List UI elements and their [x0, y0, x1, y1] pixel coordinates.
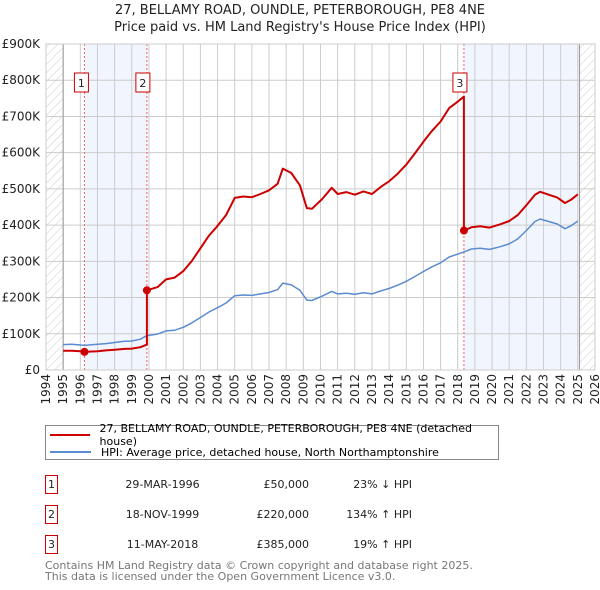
x-tick-label: 2010	[314, 374, 328, 405]
x-tick-label: 2007	[262, 374, 276, 405]
x-tick-label: 2015	[399, 374, 413, 405]
sale-point	[80, 347, 89, 356]
sale-date: 18-NOV-1999	[125, 508, 200, 521]
sale-label-box	[73, 72, 89, 93]
y-tick-label: £100K	[2, 327, 42, 341]
y-tick-label: £200K	[2, 291, 42, 305]
sale-hpi-diff: 19% ↑ HPI	[353, 538, 412, 551]
sale-date: 11-MAY-2018	[126, 538, 199, 551]
legend-label: HPI: Average price, detached house, Nort…	[101, 445, 439, 459]
plot-border	[45, 43, 596, 371]
legend-swatch-red	[50, 434, 90, 436]
x-tick-label: 2009	[296, 374, 310, 405]
y-tick-label: £300K	[2, 254, 42, 268]
y-tick-label: £500K	[2, 182, 42, 196]
x-tick-label: 2024	[554, 374, 568, 405]
sale-badge: 3	[45, 535, 58, 554]
x-tick-label: 2019	[468, 374, 482, 405]
x-tick-label: 2003	[193, 374, 207, 405]
x-tick-label: 2023	[537, 374, 551, 405]
x-tick-label: 2011	[331, 374, 345, 405]
hatched-region-before	[46, 44, 64, 370]
x-tick-label: 2021	[502, 374, 516, 405]
y-tick-label: £700K	[2, 109, 42, 123]
y-tick-label: £900K	[2, 37, 42, 51]
y-tick-label: £400K	[2, 218, 42, 232]
y-tick-label: £800K	[2, 73, 42, 87]
x-tick-label: 2005	[228, 374, 242, 405]
chart-subtitle: Price paid vs. HM Land Registry's House …	[114, 20, 486, 35]
x-tick-label: 1996	[73, 374, 87, 405]
sale-label: 3	[456, 77, 463, 90]
y-tick-label: £0	[25, 363, 40, 377]
legend-swatch-blue	[50, 451, 91, 453]
sale-price: £220,000	[256, 508, 310, 521]
hatched-region-after	[579, 44, 595, 370]
shaded-period	[84, 44, 147, 370]
sale-hpi-diff: 23% ↓ HPI	[353, 478, 412, 491]
sale-label: 1	[78, 77, 85, 90]
sale-hpi-diff: 134% ↑ HPI	[346, 508, 412, 521]
x-tick-label: 2017	[434, 374, 448, 405]
x-tick-label: 2022	[519, 374, 533, 405]
x-tick-label: 2006	[245, 374, 259, 405]
chart-title: 27, BELLAMY ROAD, OUNDLE, PETERBOROUGH, …	[114, 3, 486, 18]
x-tick-label: 1999	[125, 374, 139, 405]
sale-price: £385,000	[256, 538, 310, 551]
sale-badge: 1	[45, 475, 58, 494]
hpi-line	[63, 218, 579, 347]
legend-label: 27, BELLAMY ROAD, OUNDLE, PETERBOROUGH, …	[99, 422, 472, 448]
x-tick-label: 2020	[485, 374, 499, 405]
x-tick-label: 1998	[108, 374, 122, 405]
legend: 27, BELLAMY ROAD, OUNDLE, PETERBOROUGH, …	[45, 422, 499, 460]
property-price-line	[63, 95, 579, 353]
footer-licence: This data is licensed under the Open Gov…	[45, 570, 396, 583]
x-tick-label: 1995	[56, 374, 70, 405]
sale-price: £50,000	[263, 478, 310, 491]
shaded-period	[463, 44, 580, 370]
x-tick-label: 2001	[159, 374, 173, 405]
sale-row: 3 11-MAY-2018 £385,000 19% ↑ HPI	[45, 535, 412, 555]
sale-badge: 2	[45, 505, 58, 524]
sale-label-box	[135, 72, 151, 93]
x-tick-label: 2018	[451, 374, 465, 405]
sale-row: 1 29-MAR-1996 £50,000 23% ↓ HPI	[45, 475, 412, 495]
x-tick-label: 2013	[365, 374, 379, 405]
sale-label-box	[452, 72, 468, 93]
x-tick-label: 2000	[142, 374, 156, 405]
x-tick-label: 2016	[416, 374, 430, 405]
sale-point	[142, 286, 151, 295]
y-tick-label: £600K	[2, 146, 42, 160]
sale-point	[459, 226, 468, 235]
x-tick-label: 2008	[279, 374, 293, 405]
sale-label: 2	[139, 77, 146, 90]
x-tick-label: 2004	[211, 374, 225, 405]
legend-item-property: 27, BELLAMY ROAD, OUNDLE, PETERBOROUGH, …	[50, 422, 498, 448]
x-tick-label: 2025	[571, 374, 585, 405]
footer-copyright: Contains HM Land Registry data © Crown c…	[45, 559, 473, 572]
sale-row: 2 18-NOV-1999 £220,000 134% ↑ HPI	[45, 505, 412, 525]
sale-date: 29-MAR-1996	[125, 478, 200, 491]
x-tick-label: 2002	[176, 374, 190, 405]
x-tick-label: 1994	[39, 374, 53, 405]
footer: Contains HM Land Registry data © Crown c…	[45, 560, 473, 582]
x-tick-label: 2012	[348, 374, 362, 405]
x-tick-label: 2026	[588, 374, 600, 405]
x-tick-label: 1997	[90, 374, 104, 405]
legend-item-hpi: HPI: Average price, detached house, Nort…	[50, 444, 439, 460]
x-tick-label: 2014	[382, 374, 396, 405]
